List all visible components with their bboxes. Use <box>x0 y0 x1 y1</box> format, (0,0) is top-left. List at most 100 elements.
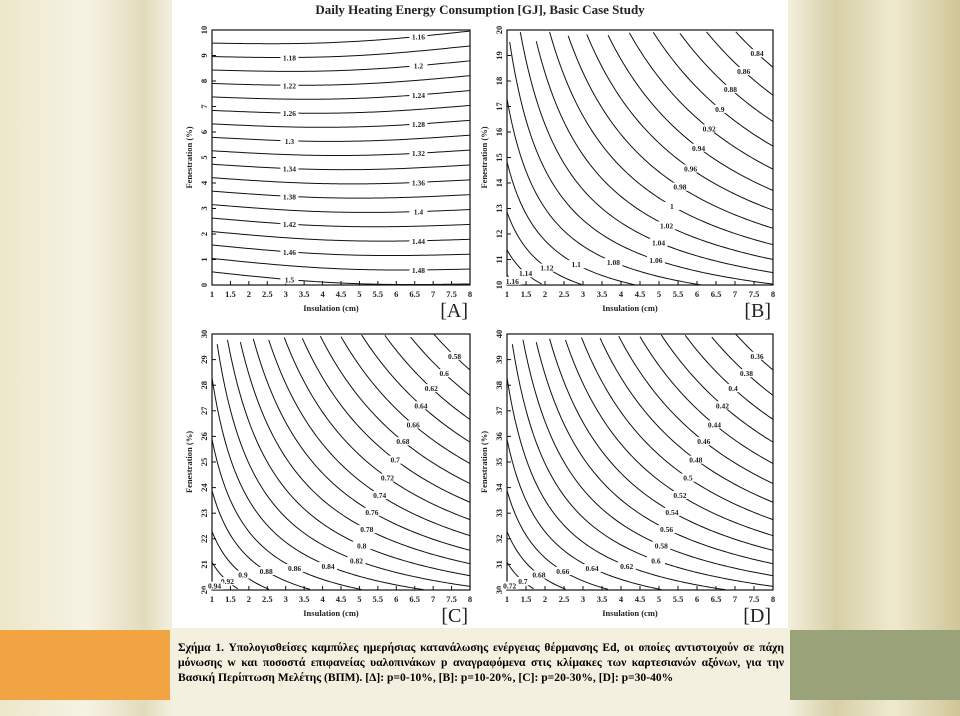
contour-label-bg <box>657 525 676 534</box>
chart-title: Daily Heating Energy Consumption [GJ], B… <box>315 2 645 17</box>
plot-frame <box>506 29 774 286</box>
x-tick-label: 5.5 <box>373 594 384 604</box>
contour-line <box>652 32 774 147</box>
contour-label-bg <box>529 570 548 579</box>
contour-line <box>519 32 774 274</box>
contour-line <box>549 31 774 246</box>
x-tick-label: 7.5 <box>446 594 457 604</box>
x-tick-label: 2.5 <box>559 289 570 299</box>
x-tick-label: 4 <box>320 594 325 604</box>
contour-label-bg <box>280 81 299 90</box>
contour-label-bg <box>710 104 729 113</box>
contour-label-bg <box>319 561 338 570</box>
contour-label: 0.7 <box>390 456 400 465</box>
x-tick-label: 1 <box>210 289 214 299</box>
contour-label: 1.16 <box>506 277 519 286</box>
y-tick-label: 38 <box>494 381 504 390</box>
contour-label-bg <box>724 384 743 393</box>
x-tick-label: 7.5 <box>446 289 457 299</box>
x-tick-label: 5.5 <box>673 289 684 299</box>
contour-line <box>211 104 471 114</box>
y-tick-label: 39 <box>494 355 504 364</box>
y-tick-label: 29 <box>199 355 209 364</box>
contour-line <box>509 41 774 285</box>
contour-line <box>211 75 471 86</box>
contour-line <box>535 41 774 260</box>
y-tick-label: 31 <box>494 560 504 569</box>
contour-line <box>618 335 774 484</box>
contour-label: 0.84 <box>750 49 763 58</box>
caption: Σχήμα 1. Υπολογισθείσες καμπύλες ημερήσι… <box>178 641 784 684</box>
x-tick-label: 1.5 <box>521 289 532 299</box>
y-tick-label: 40 <box>494 330 504 339</box>
contour-line <box>319 335 471 484</box>
contour-line <box>581 337 774 521</box>
x-tick-label: 7 <box>431 594 436 604</box>
y-tick-label: 35 <box>494 458 504 467</box>
contour-label-bg <box>646 556 665 565</box>
x-tick-label: 6.5 <box>409 594 420 604</box>
contour-label-bg <box>670 491 689 500</box>
x-axis-label: Insulation (cm) <box>303 608 359 618</box>
contour-line <box>639 336 774 464</box>
y-tick-label: 4 <box>199 180 209 185</box>
contour-label: 0.58 <box>655 541 668 550</box>
contour-label-bg <box>445 351 464 360</box>
contour-label-bg <box>662 201 681 210</box>
x-tick-label: 1 <box>210 594 214 604</box>
contour-label: 1.18 <box>283 54 296 63</box>
contour-line <box>607 34 774 191</box>
contour-label-bg <box>689 143 708 152</box>
contour-line <box>340 336 471 464</box>
x-tick-label: 2 <box>247 594 251 604</box>
y-tick-label: 32 <box>494 535 504 544</box>
x-tick-label: 3 <box>581 594 585 604</box>
contour-label: 1.28 <box>412 120 425 129</box>
contour-label-bg <box>700 124 719 133</box>
contour-label: 1.5 <box>285 276 295 285</box>
y-tick-label: 24 <box>199 483 209 492</box>
contour-label-bg <box>705 420 724 429</box>
contour-label: 0.94 <box>692 144 705 153</box>
y-tick-label: 7 <box>199 104 209 109</box>
x-axis-label: Insulation (cm) <box>602 303 658 313</box>
x-tick-label: 7 <box>733 594 738 604</box>
contour-line <box>506 377 726 591</box>
contour-label-bg <box>657 221 676 230</box>
contour-label: 0.9 <box>715 105 725 114</box>
contour-label-bg <box>686 455 705 464</box>
contour-line <box>226 339 471 577</box>
contour-label: 0.8 <box>357 541 367 550</box>
plot-frame <box>211 333 471 591</box>
contour-label: 1.26 <box>283 109 296 118</box>
x-tick-label: 4 <box>619 289 624 299</box>
x-tick-label: 7.5 <box>749 289 760 299</box>
contour-label-bg <box>617 561 636 570</box>
contour-label: 0.6 <box>440 369 450 378</box>
y-tick-label: 20 <box>199 586 209 595</box>
contour-line <box>211 271 471 286</box>
contour-label: 1.4 <box>414 208 424 217</box>
y-tick-label: 25 <box>199 458 209 467</box>
contour-label: 0.84 <box>322 562 335 571</box>
x-tick-label: 5.5 <box>373 289 384 299</box>
contour-label: 1.1 <box>571 260 581 269</box>
y-tick-label: 26 <box>199 432 209 441</box>
x-tick-label: 5 <box>657 594 661 604</box>
contour-label-bg <box>409 178 428 187</box>
contour-line <box>211 244 471 257</box>
contour-label-bg <box>513 577 532 586</box>
contour-label-bg <box>285 564 304 573</box>
contour-line <box>535 342 774 565</box>
contour-label-bg <box>748 49 767 58</box>
x-tick-label: 8 <box>468 289 472 299</box>
contour-label: 1.38 <box>283 192 296 201</box>
contour-label: 0.68 <box>532 571 545 580</box>
x-tick-label: 7 <box>431 289 436 299</box>
contour-label: 1.3 <box>285 137 295 146</box>
y-tick-label: 16 <box>494 128 504 137</box>
contour-label-bg <box>737 369 756 378</box>
plot-frame <box>211 29 471 286</box>
contour-label: 0.78 <box>360 525 373 534</box>
contour-label: 0.36 <box>750 352 763 361</box>
